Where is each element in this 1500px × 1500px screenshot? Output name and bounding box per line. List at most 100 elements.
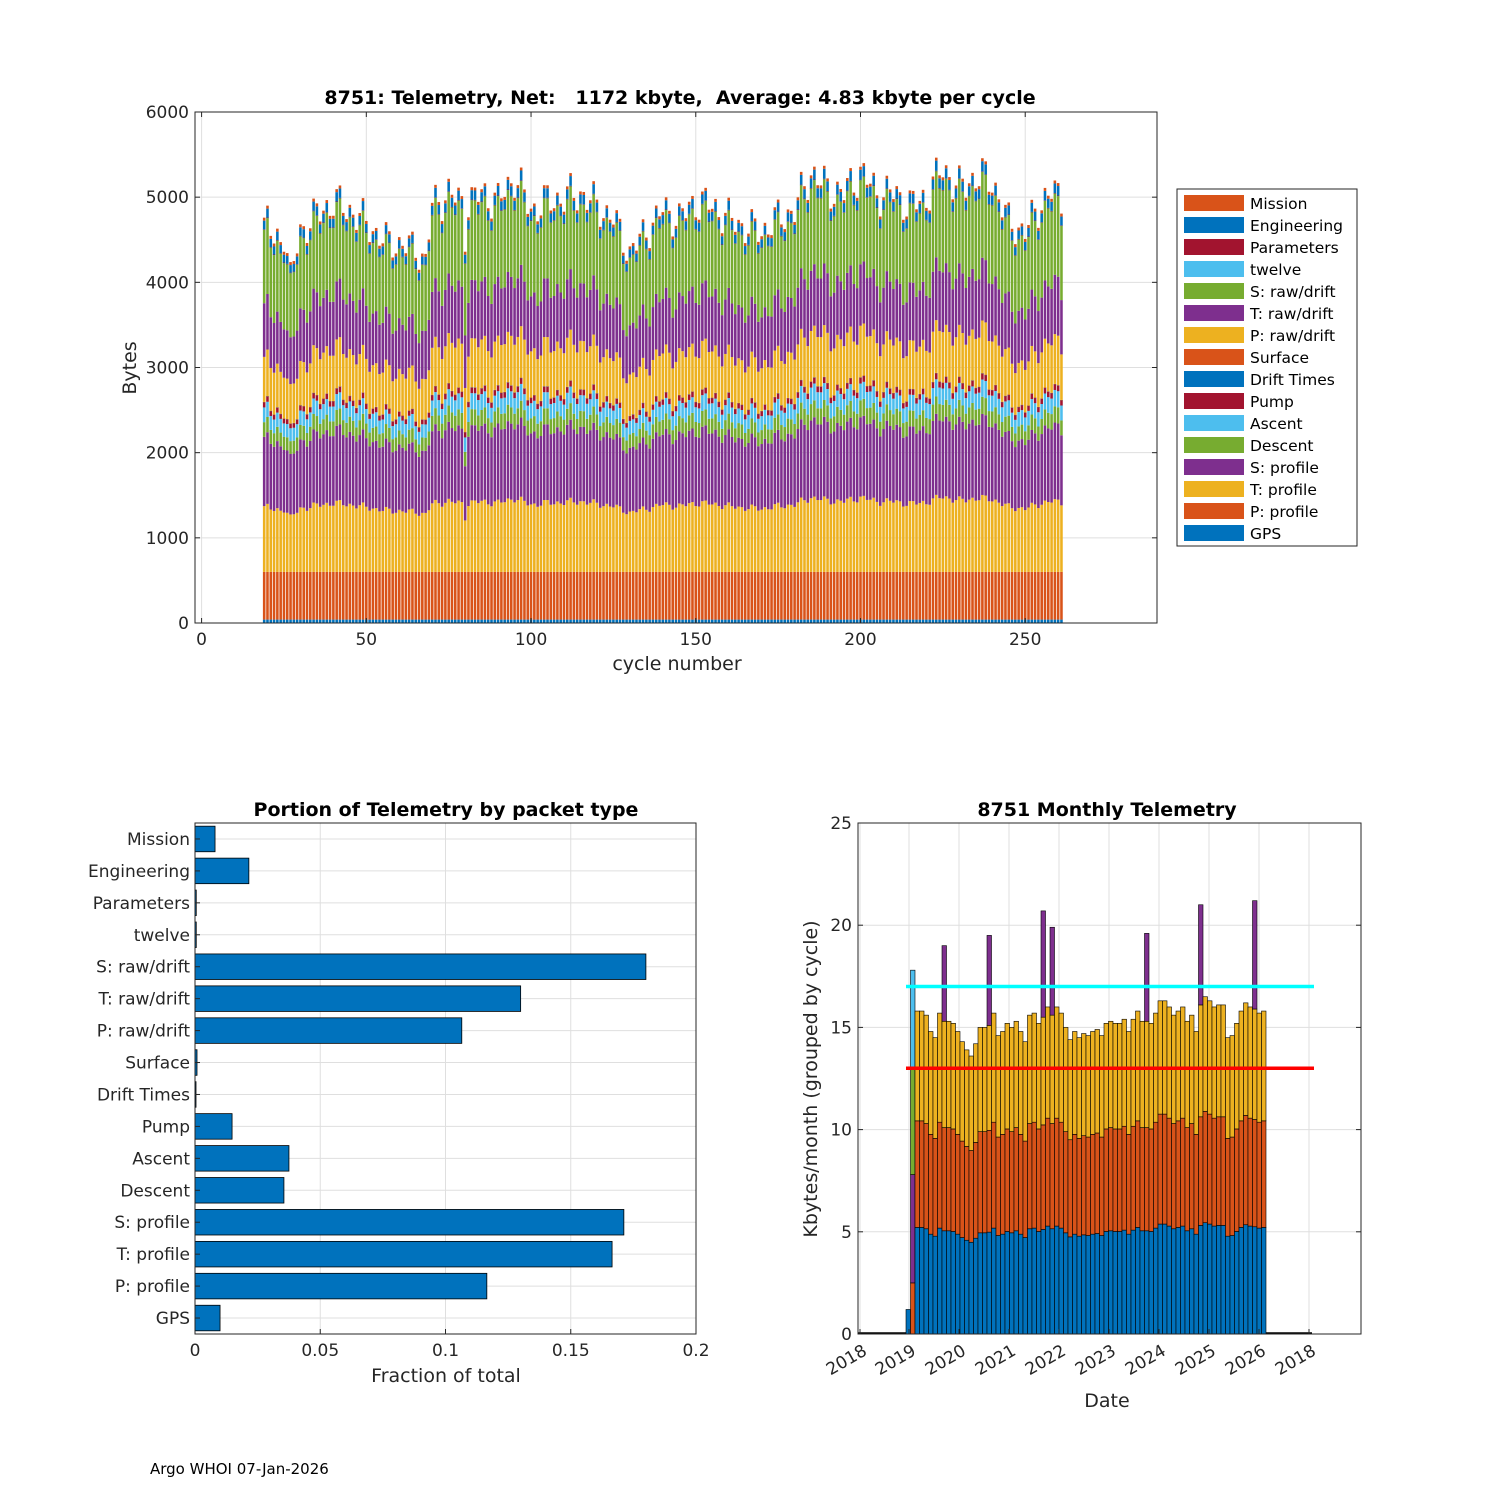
bar-segment (783, 240, 787, 312)
monthly-bar-segment (1225, 1037, 1231, 1139)
bar-segment (463, 254, 467, 264)
bar-segment (977, 408, 981, 425)
monthly-bar-segment (1162, 1000, 1168, 1115)
footer-credit: Argo WHOI 07-Jan-2026 (150, 1460, 329, 1478)
bar-segment (829, 571, 833, 620)
bar-segment (470, 500, 474, 572)
bar-segment (266, 349, 269, 397)
bar-segment (358, 354, 362, 400)
monthly-bar-segment (914, 1227, 920, 1335)
bar-segment (312, 392, 315, 394)
bar-segment (658, 227, 661, 229)
bar-segment (944, 376, 948, 383)
bar-segment (556, 571, 559, 620)
bar-segment (1033, 211, 1037, 221)
bar-segment (447, 181, 450, 192)
bar-segment (997, 429, 1001, 503)
bar-segment (358, 405, 362, 421)
bar-segment (305, 419, 309, 433)
bar-segment (707, 418, 711, 434)
bar-segment (951, 398, 955, 415)
bar-segment (658, 571, 661, 620)
legend-swatch (1184, 305, 1244, 321)
bar-segment (836, 334, 839, 385)
bar-segment (1060, 505, 1063, 572)
bar-segment (1027, 227, 1030, 237)
bar-segment (529, 351, 533, 398)
bar-segment (898, 395, 902, 412)
legend-label: T: profile (1249, 481, 1317, 499)
bar-segment (651, 571, 655, 620)
bar-segment (460, 571, 464, 620)
bar-segment (852, 284, 856, 342)
bar-segment (309, 311, 312, 364)
bar-segment (981, 373, 984, 380)
bar-segment (582, 283, 586, 342)
bar-segment (421, 253, 424, 257)
bar-segment (480, 388, 483, 389)
bar-segment (809, 330, 813, 382)
bar-segment (902, 222, 905, 232)
bar-segment (944, 496, 948, 572)
bar-segment (605, 395, 609, 397)
bar-segment (552, 220, 556, 296)
bar-segment (335, 409, 338, 426)
bar-segment (641, 222, 645, 231)
bar-segment (496, 619, 500, 623)
bar-segment (1050, 429, 1053, 503)
bar-segment (338, 278, 342, 338)
bar-segment (750, 351, 754, 398)
bar-segment (1037, 407, 1040, 413)
monthly-bar-segment (941, 1230, 947, 1335)
bar-segment (299, 405, 302, 411)
legend-swatch (1184, 283, 1244, 299)
bar-segment (302, 406, 306, 407)
bar-segment (595, 393, 599, 399)
bar-segment (635, 253, 638, 262)
bar-segment (790, 210, 793, 214)
bar-segment (918, 203, 922, 213)
bar-segment (869, 186, 872, 197)
bar-segment (625, 423, 628, 428)
bar-segment (358, 420, 362, 436)
bar-segment (997, 393, 1001, 394)
bar-segment (934, 171, 938, 258)
bar-segment (888, 192, 892, 202)
bar-segment (285, 571, 289, 620)
y-tick-label: 2000 (146, 444, 189, 464)
bar-segment (895, 386, 899, 388)
bar-segment (437, 415, 441, 431)
bar-segment (490, 221, 493, 231)
monthly-bar-segment (910, 1067, 916, 1175)
bar-segment (539, 421, 543, 437)
bar-segment (799, 380, 803, 386)
monthly-bar-segment (1211, 1225, 1217, 1335)
bar-segment (938, 387, 941, 405)
bar-segment (855, 210, 859, 211)
bar-segment (589, 571, 592, 620)
bar-segment (417, 431, 421, 445)
bar-segment (440, 403, 444, 405)
bar-segment (315, 203, 319, 207)
bar-segment (262, 229, 266, 304)
bar-segment (299, 507, 302, 572)
bar-segment (470, 619, 474, 623)
bar-segment (911, 340, 915, 389)
bar-segment (697, 408, 701, 424)
x-tick-label: 2024 (1122, 1341, 1169, 1380)
bar-segment (467, 229, 470, 303)
bar-segment (796, 209, 800, 288)
bar-segment (453, 571, 457, 620)
bar-segment (948, 404, 951, 422)
bar-segment (770, 367, 773, 411)
bar-segment (780, 227, 783, 236)
bar-segment (477, 394, 480, 401)
bar-segment (328, 436, 332, 506)
bar-segment (453, 347, 457, 395)
bar-segment (707, 619, 711, 623)
monthly-bar-segment (1135, 1120, 1141, 1228)
bar-segment (598, 362, 602, 407)
bar-segment (266, 217, 269, 295)
bar-segment (589, 430, 592, 503)
bar-segment (358, 619, 362, 623)
